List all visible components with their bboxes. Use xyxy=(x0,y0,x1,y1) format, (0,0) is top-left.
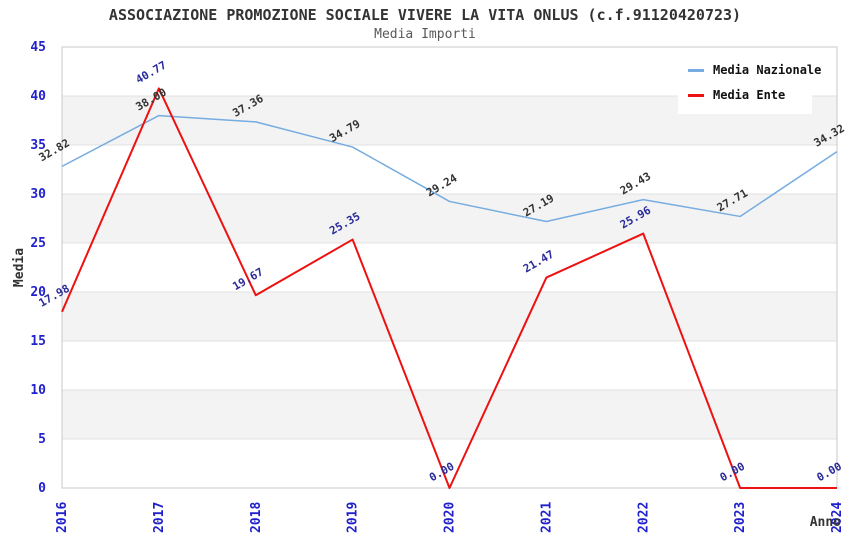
y-tick-label: 20 xyxy=(30,285,46,300)
y-tick-label: 30 xyxy=(30,187,46,202)
chart-legend: Media Nazionale Media Ente xyxy=(678,52,821,114)
y-tick-label: 5 xyxy=(38,432,46,447)
y-axis-label: Media xyxy=(12,248,27,287)
grid-band xyxy=(62,341,837,390)
chart-subtitle: Media Importi xyxy=(374,27,476,42)
legend-label-media-ente: Media Ente xyxy=(713,88,786,102)
x-tick-label: 2023 xyxy=(733,502,748,533)
grid-band xyxy=(62,390,837,439)
series-line-media-nazionale xyxy=(61,114,838,223)
y-tick-label: 25 xyxy=(30,236,46,251)
grid-band xyxy=(62,145,837,194)
y-tick-label: 40 xyxy=(30,89,46,104)
series-line-media-ente xyxy=(61,87,837,489)
legend-item-media-ente: Media Ente xyxy=(688,88,802,102)
grid-band xyxy=(62,292,837,341)
x-tick-label: 2018 xyxy=(249,502,264,533)
legend-label-media-nazionale: Media Nazionale xyxy=(713,63,822,77)
x-tick-label: 2024 xyxy=(830,502,845,533)
y-tick-label: 45 xyxy=(30,40,46,55)
y-tick-label: 35 xyxy=(30,138,46,153)
x-tick-label: 2022 xyxy=(636,502,651,533)
y-tick-label: 0 xyxy=(38,481,46,496)
y-tick-label: 10 xyxy=(30,383,46,398)
x-tick-label: 2016 xyxy=(55,502,70,533)
x-tick-label: 2019 xyxy=(346,502,361,533)
legend-swatch-media-ente xyxy=(688,93,704,97)
y-tick-label: 15 xyxy=(30,334,46,349)
grid-band xyxy=(62,439,837,488)
legend-swatch-media-nazionale xyxy=(688,68,704,72)
grid-band xyxy=(62,243,837,292)
x-tick-label: 2020 xyxy=(443,502,458,533)
x-tick-label: 2021 xyxy=(539,502,554,533)
x-axis-label: Anno xyxy=(810,515,841,530)
chart-title: ASSOCIAZIONE PROMOZIONE SOCIALE VIVERE L… xyxy=(108,6,742,24)
legend-item-media-nazionale: Media Nazionale xyxy=(688,63,821,77)
x-tick-label: 2017 xyxy=(152,502,167,533)
